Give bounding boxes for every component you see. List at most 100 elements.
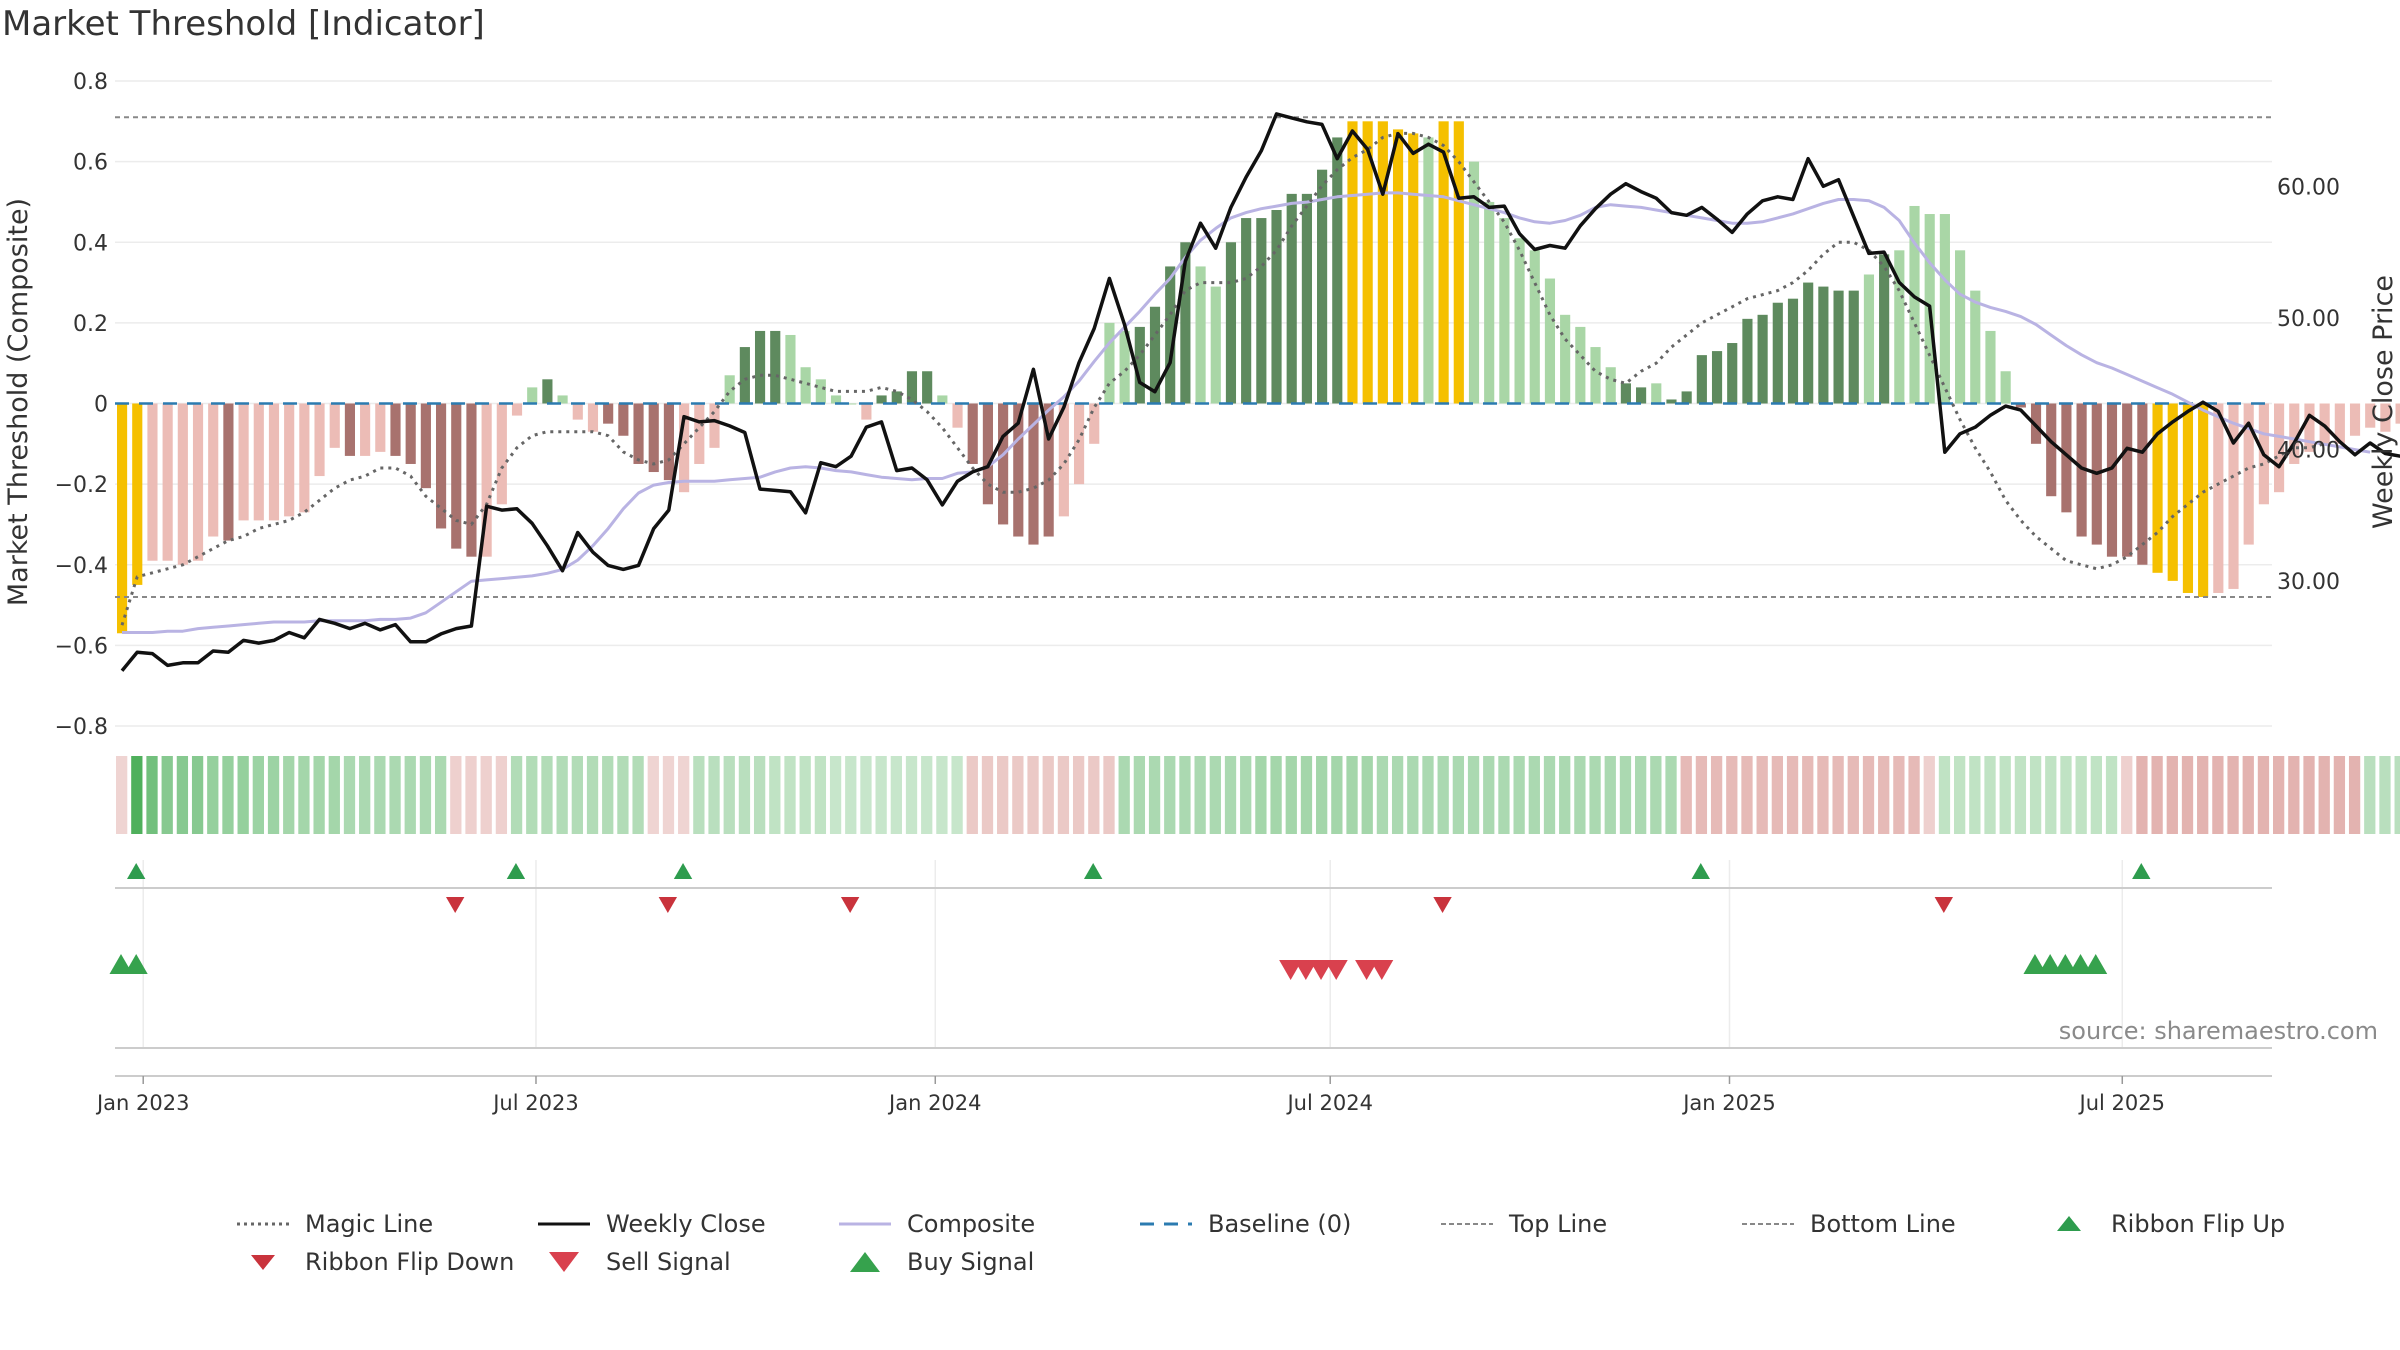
composite-bar [1180, 242, 1191, 404]
ribbon-cell [571, 756, 583, 834]
composite-bar [906, 371, 918, 404]
composite-bar [253, 403, 264, 521]
ribbon-cell [510, 756, 523, 834]
ribbon-flip-down-marker [658, 897, 678, 913]
composite-bar [2380, 403, 2391, 432]
ribbon-cell [890, 756, 902, 834]
composite-bar [785, 334, 796, 404]
ribbon-cell [2014, 756, 2027, 834]
ribbon-cell [951, 756, 963, 834]
ribbon-cell [1878, 756, 1890, 834]
y2-tick-label: 30.00 [2277, 570, 2340, 595]
ribbon-cell [161, 756, 173, 834]
ribbon-cell [434, 756, 447, 834]
composite-bar [770, 330, 781, 404]
ribbon-cell [981, 756, 994, 834]
ribbon-cell [1938, 756, 1951, 834]
ribbon-cell [1361, 756, 1373, 834]
composite-bar [2015, 403, 2026, 408]
x-tick-label: Jan 2025 [1681, 1091, 1776, 1115]
ribbon-cell [1741, 756, 1753, 834]
ribbon-cell [191, 756, 204, 834]
composite-bar [496, 403, 507, 505]
composite-bar [1666, 399, 1677, 404]
composite-bar [846, 403, 857, 405]
composite-bar [1711, 351, 1723, 404]
ribbon-cell [267, 756, 280, 834]
triangle-down-icon [549, 1252, 579, 1272]
ribbon-cell [845, 756, 857, 834]
y-tick-label: 0 [94, 393, 108, 418]
sell-signal-marker [1324, 960, 1348, 980]
composite-bar [648, 403, 659, 473]
composite-bar [2046, 403, 2057, 497]
composite-bar [1484, 201, 1495, 404]
composite-bar [982, 403, 993, 505]
composite-bar [1089, 403, 1100, 444]
ribbon-cell [1726, 756, 1738, 834]
composite-bar [709, 403, 720, 448]
composite-bar [1028, 403, 1039, 545]
ribbon-cell [1999, 756, 2011, 834]
ribbon-cell [1316, 756, 1328, 834]
composite-bar [1985, 330, 1996, 404]
ribbon-cell [1893, 756, 1905, 834]
ribbon-cell [480, 756, 492, 834]
ribbon-cell [1391, 756, 1404, 834]
ribbon-cell [1027, 756, 1039, 834]
ribbon-cell [662, 756, 675, 834]
ribbon-cell [556, 756, 568, 834]
ribbon-cell [784, 756, 796, 834]
composite-bar [2319, 403, 2330, 444]
composite-bar [1529, 250, 1540, 404]
composite-bar [1301, 193, 1312, 404]
composite-bar [922, 371, 933, 404]
x-tick-label: Jan 2024 [887, 1091, 982, 1115]
legend-label: Composite [907, 1210, 1036, 1238]
legend-label: Weekly Close [606, 1210, 766, 1238]
ribbon-cell [1133, 756, 1146, 834]
signal-rows [109, 863, 2272, 1049]
ribbon-cell [617, 756, 629, 834]
ribbon-cell [1483, 756, 1495, 834]
ribbon-cell [298, 756, 310, 834]
ribbon-cell [1042, 756, 1054, 834]
ribbon-cell [1817, 756, 1829, 834]
composite-bar [2122, 403, 2133, 557]
ribbon-cell [1331, 756, 1343, 834]
triangle-up-icon [850, 1252, 880, 1272]
ribbon-cell [2303, 756, 2315, 834]
y2-tick-label: 50.00 [2277, 307, 2340, 332]
ribbon-cell [1650, 756, 1662, 834]
composite-bar [208, 403, 219, 537]
ribbon-cell [1862, 756, 1875, 834]
ribbon-cell [708, 756, 720, 834]
ribbon-cell [1604, 756, 1616, 834]
ribbon-cell [328, 756, 340, 834]
ribbon-cell [2348, 756, 2361, 834]
ribbon-cell [1407, 756, 1419, 834]
composite-bar [2137, 403, 2148, 565]
ribbon-cell [2333, 756, 2346, 834]
composite-bar [572, 403, 583, 420]
ribbon-cell [1695, 756, 1708, 834]
legend-item-top-line: Top Line [1439, 1206, 1607, 1242]
ribbon-cell [678, 756, 690, 834]
ribbon-cell [1118, 756, 1130, 834]
composite-bars [117, 121, 2400, 634]
dotted-line-icon [1742, 1223, 1794, 1225]
composite-bar [268, 403, 280, 521]
legend-item-ribbon-flip-up: Ribbon Flip Up [2041, 1206, 2285, 1242]
solid-line-icon [839, 1222, 891, 1226]
ribbon-flip-up-marker [126, 863, 146, 879]
ribbon-cell [419, 756, 432, 834]
ribbon-cell [1847, 756, 1859, 834]
composite-bar [1423, 137, 1434, 404]
composite-bar [1742, 318, 1753, 404]
composite-bar [1043, 403, 1054, 537]
legend-item-weekly-close: Weekly Close [536, 1206, 766, 1242]
composite-bar [2198, 403, 2209, 597]
composite-bar [815, 379, 826, 404]
ribbon-flip-down-marker [445, 897, 465, 913]
legend-item-sell-signal: Sell Signal [536, 1244, 731, 1280]
